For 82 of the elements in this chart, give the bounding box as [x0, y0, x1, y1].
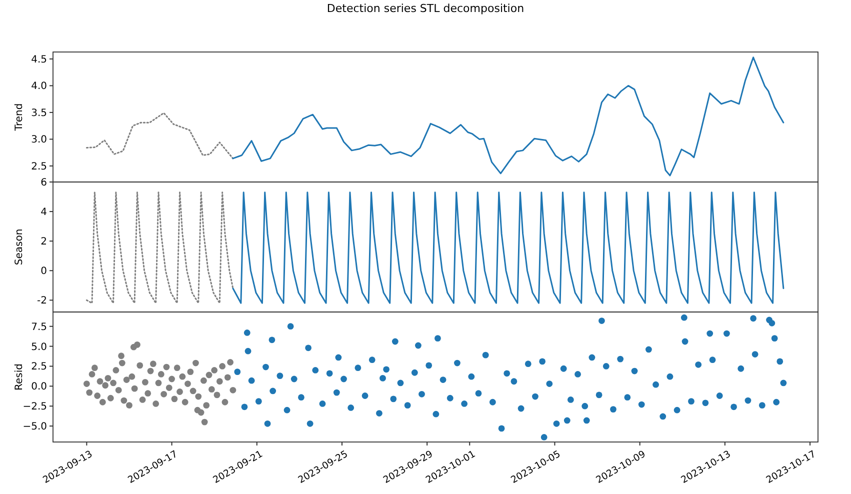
y-axis-title: Trend [14, 103, 25, 132]
point [94, 392, 101, 399]
point [190, 388, 196, 394]
point [120, 397, 128, 404]
point [83, 380, 90, 387]
line-series [86, 112, 234, 160]
point [211, 367, 218, 374]
point [142, 378, 148, 386]
point [160, 390, 168, 398]
point [192, 360, 199, 366]
point [88, 371, 96, 378]
point [222, 398, 228, 406]
point [203, 402, 210, 409]
point [179, 373, 186, 380]
point [115, 386, 122, 394]
point [176, 388, 183, 395]
point [104, 374, 112, 382]
point [206, 372, 212, 378]
y-tick-label: 3.5 [31, 108, 47, 119]
point [144, 390, 152, 397]
y-tick-label: 0.0 [31, 382, 47, 393]
point [152, 400, 160, 407]
point [110, 380, 116, 386]
point [136, 362, 144, 369]
point [184, 380, 191, 387]
point [126, 402, 132, 409]
y-tick-label: 4 [40, 207, 47, 218]
line-series [232, 192, 784, 304]
point [216, 378, 223, 385]
point [123, 376, 130, 383]
point [182, 398, 188, 406]
point [201, 418, 208, 426]
point [163, 364, 170, 370]
y-tick-label: 7.5 [31, 322, 47, 333]
y-tick-label: −5.0 [22, 422, 47, 433]
y-tick-label: 2.5 [31, 362, 47, 373]
y-tick-label: −2.5 [22, 402, 47, 413]
point [91, 364, 98, 372]
point [214, 392, 220, 398]
point [118, 352, 124, 360]
point [208, 386, 215, 393]
point [139, 396, 146, 403]
point [96, 378, 104, 385]
line-series [86, 192, 234, 304]
point [168, 376, 175, 382]
point [187, 368, 194, 376]
point [227, 359, 234, 366]
y-tick-label: 4.5 [31, 54, 47, 66]
point [200, 377, 207, 384]
point [174, 364, 180, 372]
point [194, 406, 201, 414]
point [195, 393, 202, 400]
y-tick-label: -2 [37, 296, 47, 307]
y-tick-label: 5.0 [31, 342, 47, 353]
y-tick-label: 2.5 [31, 161, 47, 172]
y-tick-label: 4.0 [31, 81, 47, 92]
point [130, 344, 137, 350]
point [118, 360, 126, 366]
point [150, 360, 156, 368]
point [86, 389, 93, 396]
point [102, 382, 108, 389]
point [158, 371, 164, 378]
point [166, 384, 172, 391]
y-tick-label: 0 [40, 266, 47, 278]
line-series [232, 56, 784, 176]
point [219, 363, 226, 370]
y-axis-title: Season [14, 228, 25, 266]
chart-title: Detection series STL decomposition [326, 2, 524, 15]
point [155, 380, 162, 386]
point [171, 396, 178, 402]
point [107, 394, 114, 402]
y-tick-label: 2 [40, 236, 47, 248]
y-tick-label: 6 [40, 178, 47, 188]
point [224, 374, 231, 381]
y-axis-title: Resid [14, 364, 25, 390]
point [131, 385, 138, 392]
point [230, 386, 236, 394]
point [128, 373, 136, 380]
point [99, 398, 106, 406]
point [147, 368, 154, 374]
point [112, 367, 120, 374]
y-tick-label: 3.0 [31, 134, 47, 146]
